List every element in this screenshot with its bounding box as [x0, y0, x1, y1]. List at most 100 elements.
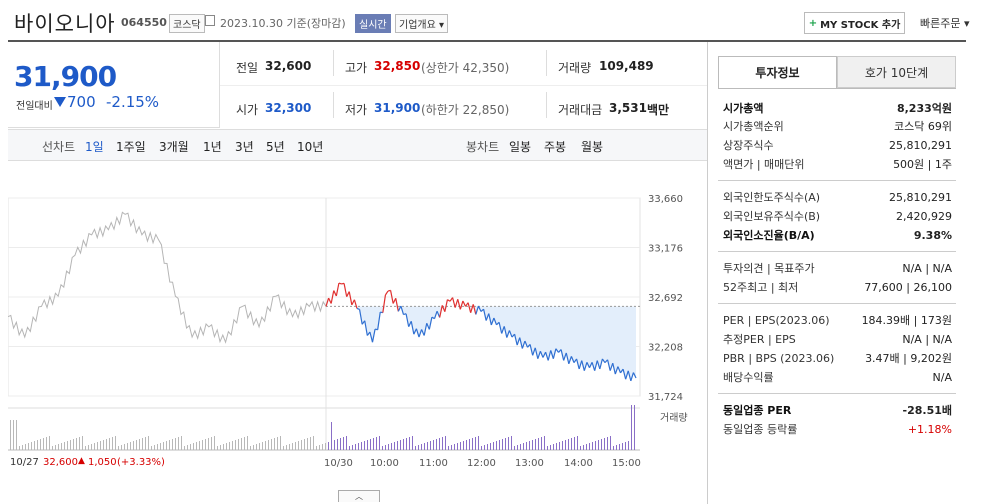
- today-line-segment: [596, 360, 601, 370]
- volume-bar: [412, 436, 413, 450]
- volume-bar: [562, 441, 563, 450]
- volume-bar: [184, 446, 185, 450]
- today-line-segment: [408, 320, 412, 327]
- invest-row-3: 액면가 | 매매단위 500원 | 1주: [723, 155, 952, 173]
- today-line-segment: [428, 317, 433, 330]
- prev-day-change: 1,050: [88, 457, 117, 468]
- volume-bar: [187, 445, 188, 450]
- volume-bar: [361, 442, 362, 450]
- volume-bar: [286, 445, 287, 450]
- volume-bar: [454, 444, 455, 450]
- volume-bar: [352, 445, 353, 450]
- today-line-segment: [421, 329, 425, 336]
- volume-bar: [238, 439, 239, 450]
- volume-bar: [529, 441, 530, 450]
- my-stock-add-button[interactable]: + MY STOCK 추가: [804, 12, 905, 34]
- today-line-segment: [617, 366, 622, 374]
- volume-bar: [631, 405, 632, 450]
- today-line-segment: [457, 299, 461, 310]
- volume-bar: [91, 444, 92, 450]
- period-tab-5[interactable]: 5년: [266, 140, 285, 154]
- volume-bars: [10, 405, 635, 450]
- volume-bar: [28, 443, 29, 450]
- volume-bar: [292, 443, 293, 450]
- volume-bar: [22, 445, 23, 450]
- company-info-button[interactable]: 기업개요 ▾: [395, 14, 449, 33]
- today-line-segment: [410, 321, 415, 335]
- volume-bar: [376, 437, 377, 450]
- volume-bar: [628, 441, 629, 450]
- invest-row-label: 상장주식수: [723, 139, 774, 152]
- chevron-up-icon[interactable]: ︿: [338, 490, 380, 502]
- volume-bar: [400, 440, 401, 450]
- volume-bar: [235, 440, 236, 450]
- tab-invest-info[interactable]: 투자정보: [718, 56, 837, 88]
- volume-bar: [175, 438, 176, 450]
- volume-bar: [10, 420, 11, 450]
- volume-bar: [613, 446, 614, 450]
- tab-hoga-10[interactable]: 호가 10단계: [837, 56, 956, 88]
- open-label: 시가: [236, 103, 259, 117]
- invest-row-value: 코스닥 69위: [894, 120, 952, 133]
- chevron-down-icon: ▾: [439, 20, 445, 31]
- invest-row-2: 상장주식수 25,810,291: [723, 136, 952, 154]
- volume-bar: [193, 443, 194, 450]
- period-tab-2[interactable]: 3개월: [159, 140, 189, 154]
- period-tab-bar: [8, 129, 707, 161]
- volume-bar: [367, 440, 368, 450]
- volume-bar: [202, 440, 203, 450]
- candle-tab-1[interactable]: 주봉: [544, 140, 567, 154]
- volume-bar: [394, 442, 395, 450]
- invest-row-0: 시가총액 8,233억원: [723, 99, 952, 117]
- volume-bar: [337, 439, 338, 450]
- period-tab-6[interactable]: 10년: [297, 140, 324, 154]
- realtime-button[interactable]: 실시간: [355, 14, 391, 33]
- period-tab-4[interactable]: 3년: [235, 140, 254, 154]
- volume-bar: [466, 440, 467, 450]
- today-line-segment: [338, 282, 342, 285]
- today-line-segment: [563, 352, 567, 361]
- period-tab-3[interactable]: 1년: [203, 140, 222, 154]
- today-line-segment: [418, 329, 423, 338]
- volume-bar: [217, 446, 218, 450]
- volume-bar: [439, 438, 440, 450]
- invest-row-value: 500원 | 1주: [893, 158, 952, 171]
- volume-bar: [598, 440, 599, 450]
- volume-bar: [88, 445, 89, 450]
- volume-bar: [16, 420, 17, 450]
- quick-order-button[interactable]: 빠른주문 ▾: [920, 15, 970, 31]
- volume-bar: [541, 437, 542, 450]
- candle-tab-2[interactable]: 월봉: [581, 140, 604, 154]
- divider: [546, 92, 547, 118]
- period-tab-1[interactable]: 1주일: [116, 140, 146, 154]
- volume-bar: [457, 443, 458, 450]
- today-line-segment: [377, 311, 381, 330]
- change-percent: -2.15%: [106, 93, 160, 111]
- today-line-segment: [397, 305, 402, 312]
- invest-row-4: 외국인한도주식수(A) 25,810,291: [723, 188, 952, 206]
- today-line-segment: [488, 313, 492, 326]
- today-line-segment: [493, 317, 498, 326]
- volume-bar: [166, 441, 167, 450]
- volume-bar: [343, 437, 344, 450]
- plus-icon: +: [808, 17, 818, 29]
- volume-bar: [328, 442, 329, 450]
- today-line-segment: [537, 351, 541, 359]
- prev-day-date: 10/27: [10, 457, 39, 468]
- today-line-segment: [353, 299, 358, 309]
- today-line-segment: [612, 363, 616, 375]
- invest-row-9: PER | EPS(2023.06) 184.39배 | 173원: [723, 311, 952, 329]
- today-line-segment: [622, 368, 627, 380]
- volume-bar: [106, 439, 107, 450]
- candle-tab-0[interactable]: 일봉: [509, 140, 532, 154]
- volume-bar: [40, 439, 41, 450]
- volume-bar: [565, 440, 566, 450]
- volume-bar: [334, 440, 335, 450]
- volume-bar: [373, 438, 374, 450]
- panel-divider: [707, 42, 708, 504]
- lower-limit: (하한가 22,850): [421, 103, 510, 117]
- prev-close-value: 32,600: [265, 59, 312, 73]
- period-tab-0[interactable]: 1일: [85, 140, 104, 154]
- volume-bar: [151, 446, 152, 450]
- volume-bar: [538, 438, 539, 450]
